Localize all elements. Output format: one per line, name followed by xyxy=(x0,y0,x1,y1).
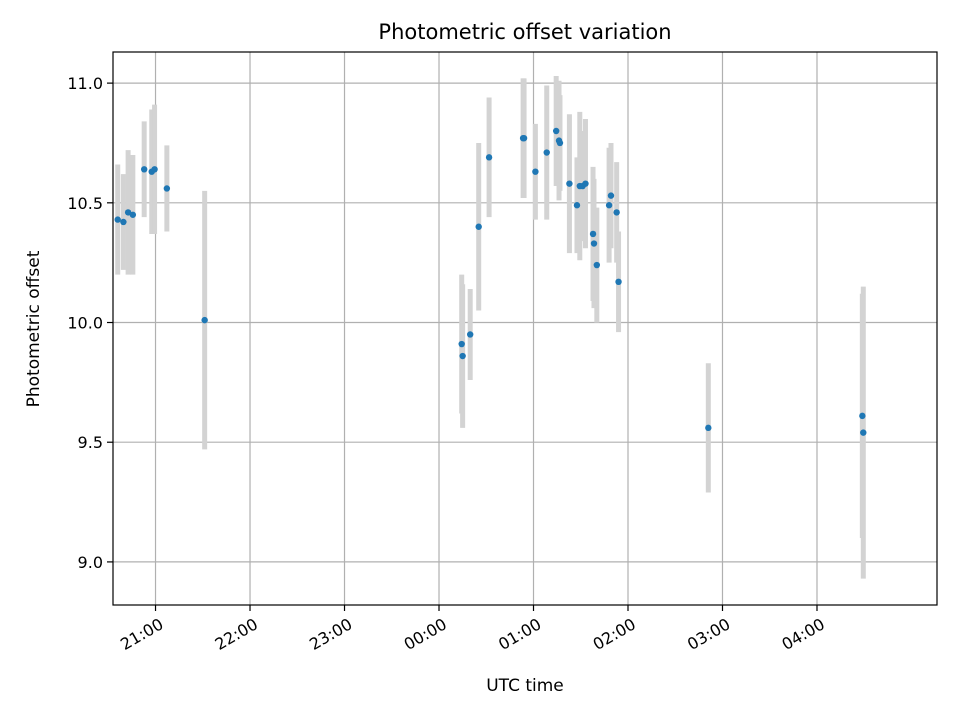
data-point xyxy=(120,218,127,226)
y-tick-label: 9.0 xyxy=(78,553,103,572)
y-tick-label: 11.0 xyxy=(67,74,103,93)
data-point xyxy=(590,240,598,247)
y-axis-ticks: 9.0 9.5 10.0 10.5 11.0 xyxy=(67,74,113,572)
data-point xyxy=(859,412,866,420)
data-point xyxy=(466,331,474,338)
data-point xyxy=(543,149,550,156)
data-point xyxy=(475,223,482,230)
data-point xyxy=(485,154,493,161)
x-axis-label: UTC time xyxy=(486,676,564,696)
data-point xyxy=(151,166,158,173)
data-point xyxy=(129,211,137,218)
data-point xyxy=(124,209,132,216)
data-point xyxy=(458,340,465,348)
y-tick-label: 9.5 xyxy=(78,433,103,452)
y-tick-label: 10.5 xyxy=(67,194,103,213)
data-point xyxy=(607,192,615,199)
y-tick-label: 10.0 xyxy=(67,314,103,333)
data-point xyxy=(605,202,613,209)
data-point xyxy=(556,139,564,147)
chart-title: Photometric offset variation xyxy=(378,20,671,44)
data-point xyxy=(114,216,121,223)
plot-frame xyxy=(112,51,938,606)
data-point xyxy=(201,316,208,324)
data-point xyxy=(552,127,560,135)
data-point xyxy=(459,352,466,360)
data-point xyxy=(163,185,171,192)
data-point xyxy=(520,134,528,142)
y-axis-label: Photometric offset xyxy=(24,250,44,407)
data-point xyxy=(532,168,539,175)
data-point xyxy=(582,180,589,187)
data-point xyxy=(615,278,622,286)
data-point xyxy=(705,424,712,432)
data-point xyxy=(589,230,597,238)
data-point xyxy=(140,166,148,173)
data-point xyxy=(613,209,620,216)
data-point xyxy=(566,180,573,187)
data-point xyxy=(860,429,867,436)
data-point xyxy=(593,261,601,269)
data-points xyxy=(114,127,867,436)
data-point xyxy=(573,202,581,209)
